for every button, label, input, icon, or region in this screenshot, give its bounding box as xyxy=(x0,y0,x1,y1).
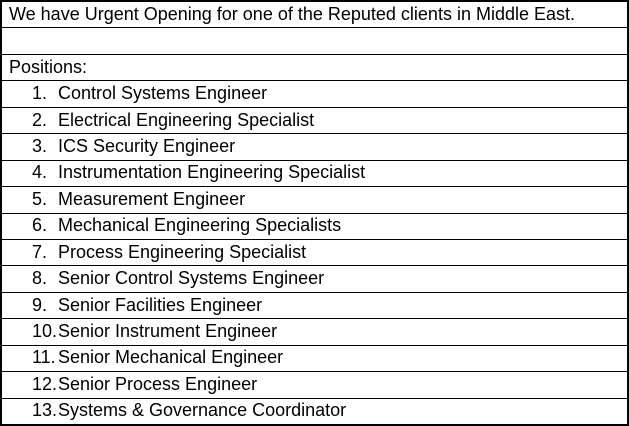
table-row-position-13: 13. Systems & Governance Coordinator xyxy=(2,397,627,424)
table-row-position-6: 6. Mechanical Engineering Specialists xyxy=(2,212,627,239)
position-title: Mechanical Engineering Specialists xyxy=(58,215,342,236)
table-row-position-8: 8. Senior Control Systems Engineer xyxy=(2,265,627,291)
table-row-position-10: 10. Senior Instrument Engineer xyxy=(2,318,627,344)
position-number: 12. xyxy=(32,373,58,394)
table-row-position-2: 2. Electrical Engineering Specialist xyxy=(2,106,627,133)
table-row-position-11: 11. Senior Mechanical Engineer xyxy=(2,344,627,371)
table-row-spacer xyxy=(2,27,627,53)
position-title: Senior Process Engineer xyxy=(58,373,258,394)
position-title: Process Engineering Specialist xyxy=(58,241,307,262)
position-number: 9. xyxy=(32,294,48,315)
position-number: 2. xyxy=(32,109,48,130)
position-title: Control Systems Engineer xyxy=(58,83,268,104)
position-title: Measurement Engineer xyxy=(58,188,246,209)
position-title: Electrical Engineering Specialist xyxy=(58,109,315,130)
position-title: Senior Facilities Engineer xyxy=(58,294,263,315)
positions-heading: Positions: xyxy=(9,56,88,77)
position-title: Senior Mechanical Engineer xyxy=(58,347,284,368)
table-row-position-7: 7. Process Engineering Specialist xyxy=(2,238,627,265)
position-number: 8. xyxy=(32,268,48,289)
position-title: Systems & Governance Coordinator xyxy=(58,400,347,421)
table-row-position-9: 9. Senior Facilities Engineer xyxy=(2,291,627,318)
position-number: 4. xyxy=(32,162,48,183)
table-row-position-1: 1. Control Systems Engineer xyxy=(2,80,627,106)
position-title: ICS Security Engineer xyxy=(58,135,236,156)
table-row-positions-heading: Positions: xyxy=(2,53,627,80)
position-number: 7. xyxy=(32,241,48,262)
position-title: Senior Control Systems Engineer xyxy=(58,268,325,289)
position-number: 13. xyxy=(32,400,58,421)
table-row-position-3: 3. ICS Security Engineer xyxy=(2,133,627,159)
position-number: 11. xyxy=(32,347,56,368)
position-number: 5. xyxy=(32,188,48,209)
table-row-position-4: 4. Instrumentation Engineering Specialis… xyxy=(2,159,627,186)
position-number: 6. xyxy=(32,215,48,236)
position-title: Instrumentation Engineering Specialist xyxy=(58,162,366,183)
table-row-position-5: 5. Measurement Engineer xyxy=(2,186,627,212)
position-number: 3. xyxy=(32,135,48,156)
position-title: Senior Instrument Engineer xyxy=(58,321,278,342)
table-row-title: We have Urgent Opening for one of the Re… xyxy=(2,2,627,27)
position-number: 10. xyxy=(32,321,58,342)
table-row-position-12: 12. Senior Process Engineer xyxy=(2,371,627,397)
position-number: 1. xyxy=(32,83,48,104)
posting-title: We have Urgent Opening for one of the Re… xyxy=(9,3,575,24)
